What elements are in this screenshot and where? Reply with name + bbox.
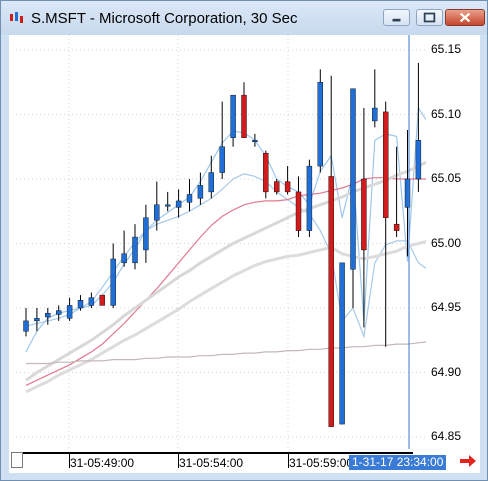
candle-body (219, 146, 225, 173)
price-tick: 64.95 (431, 300, 462, 314)
candle-body (306, 165, 313, 231)
cursor-time-label: 1-31-17 23:34:00 (349, 455, 447, 470)
time-label: 31-05:54:00 (179, 456, 244, 470)
chart-app-icon (10, 12, 23, 23)
candle-body (284, 181, 291, 193)
candle-body (339, 262, 345, 425)
maximize-button[interactable] (416, 9, 443, 26)
time-tick (69, 452, 70, 468)
candle-body (415, 140, 422, 180)
candle-body (317, 82, 323, 167)
close-icon (459, 12, 471, 23)
overlay-line (26, 341, 426, 365)
overlay-line (25, 240, 426, 394)
candle-body (372, 107, 378, 122)
price-axis[interactable]: 65.15 65.10 65.05 65.00 64.95 64.90 64.8… (426, 35, 480, 449)
candle-body (164, 204, 171, 207)
candle-body (56, 310, 62, 315)
candle-body (186, 194, 193, 203)
price-tick: 65.05 (431, 171, 462, 185)
time-axis[interactable]: 31-05:49:00 31-05:54:00 31-05:59:00 1-31… (9, 449, 480, 473)
candle-body (132, 236, 138, 264)
candle-body (328, 176, 334, 427)
candle-body (383, 111, 389, 218)
candle-body (404, 178, 411, 208)
candle-body (66, 305, 73, 319)
close-button[interactable] (445, 9, 485, 26)
price-tick: 65.00 (431, 236, 462, 250)
candle-body (23, 320, 29, 332)
candle-body (197, 185, 204, 199)
candle-body (350, 88, 356, 270)
time-label: 31-05:49:00 (70, 456, 135, 470)
window-title: S.MSFT - Microsoft Corporation, 30 Sec (31, 10, 298, 27)
candle-body (274, 181, 280, 193)
maximize-icon (423, 12, 436, 23)
candle-body (110, 258, 116, 306)
candle-body (263, 152, 269, 193)
time-label: 31-05:59:00 (289, 456, 354, 470)
minimize-icon (392, 18, 401, 22)
arrow-right-icon[interactable] (459, 454, 477, 468)
candle-body (230, 94, 236, 138)
price-chart[interactable] (16, 35, 426, 449)
candle-body (88, 297, 95, 306)
candle-body (34, 318, 40, 322)
candle-body (295, 191, 302, 231)
price-tick: 64.90 (431, 365, 462, 379)
candle-body (175, 200, 182, 208)
price-tick: 65.15 (431, 42, 462, 56)
candle-body (393, 223, 400, 231)
minimize-button[interactable] (383, 9, 410, 26)
candle-body (241, 94, 247, 138)
candle-body (143, 217, 149, 251)
candle-body (45, 312, 51, 318)
time-scroll-box[interactable] (11, 452, 23, 468)
candle-body (99, 294, 106, 306)
candle-body (208, 172, 215, 193)
candle-body (252, 140, 258, 143)
time-tick (178, 452, 179, 468)
time-tick (288, 452, 289, 468)
title-bar[interactable]: S.MSFT - Microsoft Corporation, 30 Sec (1, 1, 487, 35)
candle-body (361, 178, 367, 251)
time-axis-line (23, 452, 413, 454)
candle-body (154, 204, 160, 221)
chart-area[interactable]: 65.15 65.10 65.05 65.00 64.95 64.90 64.8… (9, 35, 480, 473)
candle-body (77, 300, 84, 309)
candle-body (121, 253, 127, 264)
price-tick: 65.10 (431, 107, 462, 121)
price-tick: 64.85 (431, 429, 462, 443)
